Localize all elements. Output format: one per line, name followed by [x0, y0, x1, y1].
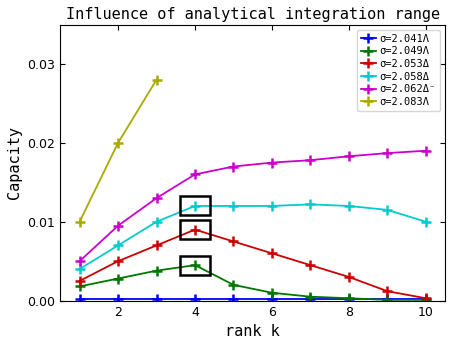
σ=2.062Δ⁻	[422, 149, 428, 153]
σ=2.053Δ	[153, 243, 159, 247]
σ=2.058Δ	[77, 267, 82, 271]
σ=2.041Λ	[345, 297, 351, 301]
σ=2.053Δ	[192, 228, 197, 232]
σ=2.058Δ	[153, 220, 159, 224]
σ=2.053Δ	[77, 279, 82, 283]
σ=2.062Δ⁻	[230, 164, 236, 169]
σ=2.062Δ⁻	[77, 259, 82, 263]
σ=2.083Λ	[115, 141, 120, 145]
Line: σ=2.053Δ: σ=2.053Δ	[74, 225, 430, 303]
σ=2.058Δ	[345, 204, 351, 208]
Title: Influence of analytical integration range: Influence of analytical integration rang…	[65, 7, 439, 22]
σ=2.049Λ	[230, 283, 236, 287]
Bar	[180, 220, 209, 239]
σ=2.062Δ⁻	[384, 151, 389, 155]
Line: σ=2.058Δ: σ=2.058Δ	[74, 200, 430, 274]
σ=2.041Λ	[230, 297, 236, 301]
σ=2.083Λ	[77, 220, 82, 224]
σ=2.058Δ	[230, 204, 236, 208]
σ=2.049Λ	[345, 296, 351, 300]
σ=2.049Λ	[307, 294, 313, 299]
σ=2.041Λ	[115, 297, 120, 301]
σ=2.053Δ	[230, 239, 236, 244]
X-axis label: rank k: rank k	[225, 324, 280, 339]
σ=2.049Λ	[153, 268, 159, 273]
σ=2.058Δ	[307, 202, 313, 207]
σ=2.062Δ⁻	[192, 172, 197, 176]
σ=2.058Δ	[192, 204, 197, 208]
Legend: σ=2.041Λ, σ=2.049Λ, σ=2.053Δ, σ=2.058Δ, σ=2.062Δ⁻, σ=2.083Λ: σ=2.041Λ, σ=2.049Λ, σ=2.053Δ, σ=2.058Δ, …	[356, 30, 439, 111]
σ=2.049Λ	[77, 284, 82, 289]
σ=2.062Δ⁻	[153, 196, 159, 200]
σ=2.041Λ	[384, 297, 389, 301]
σ=2.049Λ	[384, 298, 389, 302]
σ=2.062Δ⁻	[269, 161, 274, 165]
σ=2.053Δ	[384, 289, 389, 293]
σ=2.041Λ	[77, 297, 82, 301]
σ=2.062Δ⁻	[345, 154, 351, 158]
σ=2.041Λ	[153, 297, 159, 301]
σ=2.053Δ	[345, 275, 351, 279]
σ=2.049Λ	[422, 298, 428, 302]
Line: σ=2.083Λ: σ=2.083Λ	[74, 75, 161, 227]
σ=2.041Λ	[422, 297, 428, 301]
σ=2.049Λ	[115, 276, 120, 281]
σ=2.049Λ	[269, 291, 274, 295]
Bar	[180, 256, 209, 275]
Y-axis label: Capacity: Capacity	[7, 126, 22, 199]
Line: σ=2.049Λ: σ=2.049Λ	[74, 260, 430, 305]
Line: σ=2.041Λ: σ=2.041Λ	[74, 294, 430, 304]
Line: σ=2.062Δ⁻: σ=2.062Δ⁻	[74, 146, 430, 266]
σ=2.053Δ	[307, 263, 313, 267]
σ=2.041Λ	[307, 297, 313, 301]
σ=2.058Δ	[115, 243, 120, 247]
Bar	[180, 197, 209, 216]
σ=2.058Δ	[422, 220, 428, 224]
σ=2.053Δ	[422, 296, 428, 300]
σ=2.083Λ	[153, 78, 159, 82]
σ=2.041Λ	[269, 297, 274, 301]
σ=2.062Δ⁻	[307, 158, 313, 162]
σ=2.049Λ	[192, 263, 197, 267]
σ=2.062Δ⁻	[115, 224, 120, 228]
σ=2.053Δ	[115, 259, 120, 263]
σ=2.053Δ	[269, 251, 274, 255]
σ=2.058Δ	[384, 208, 389, 212]
σ=2.041Λ	[192, 297, 197, 301]
σ=2.058Δ	[269, 204, 274, 208]
